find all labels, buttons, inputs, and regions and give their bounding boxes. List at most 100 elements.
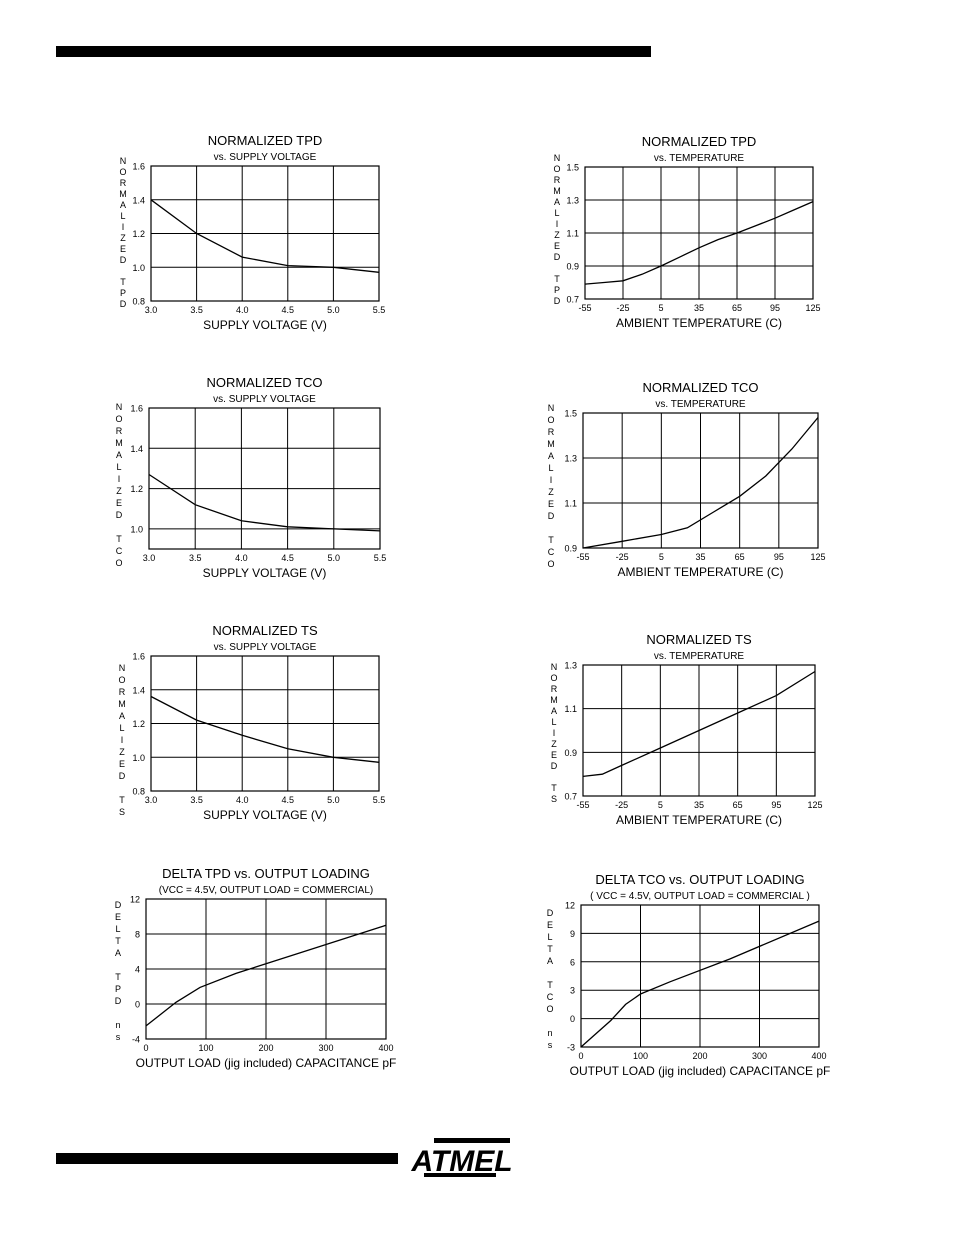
y-tick-label: 1.3	[564, 454, 577, 464]
chart-title: DELTA TPD vs. OUTPUT LOADING	[162, 866, 370, 881]
y-tick-label: 1.2	[132, 719, 145, 729]
y-axis-label-letter: D	[548, 511, 555, 521]
y-tick-label: 1.4	[132, 685, 145, 695]
y-tick-label: 1.0	[130, 524, 143, 534]
x-tick-label: 4.5	[282, 305, 295, 315]
y-axis-label-letter: D	[115, 996, 122, 1006]
y-axis-label-letter: D	[551, 761, 558, 771]
y-axis-label-letter: O	[115, 558, 122, 568]
y-axis-label-letter: L	[554, 208, 559, 218]
x-tick-label: 400	[378, 1043, 393, 1053]
y-axis-label-letter: R	[116, 426, 123, 436]
x-axis-label: AMBIENT TEMPERATURE (C)	[616, 316, 782, 330]
x-axis-label: SUPPLY VOLTAGE (V)	[203, 318, 327, 332]
y-axis-label-letter: O	[547, 415, 554, 425]
y-axis-label-letter: O	[550, 673, 557, 683]
footer-rule	[56, 1153, 398, 1164]
x-tick-label: -25	[616, 303, 629, 313]
series-line	[580, 920, 820, 1048]
chart-subtitle: vs. SUPPLY VOLTAGE	[213, 394, 316, 405]
y-axis-label-letter: A	[547, 956, 553, 966]
y-tick-label: 1.5	[566, 163, 579, 173]
y-axis-label-letter: T	[119, 795, 125, 805]
plot-frame	[584, 166, 814, 300]
y-tick-label: 1.0	[132, 263, 145, 273]
x-tick-label: 5	[658, 303, 663, 313]
chart-title: DELTA TCO vs. OUTPUT LOADING	[595, 872, 804, 887]
y-axis-label-letter: O	[115, 414, 122, 424]
x-tick-label: -55	[578, 303, 591, 313]
y-axis-label-letter: C	[548, 547, 555, 557]
series-line	[150, 199, 380, 273]
x-tick-label: 5.0	[327, 305, 340, 315]
y-axis-label-letter: P	[120, 288, 126, 298]
y-tick-label: 1.2	[130, 484, 143, 494]
x-axis-label: AMBIENT TEMPERATURE (C)	[616, 813, 782, 827]
x-tick-label: 5.0	[327, 795, 340, 805]
x-tick-label: 200	[692, 1051, 707, 1061]
y-axis-label-letter: L	[548, 463, 553, 473]
y-tick-label: 3	[570, 986, 575, 996]
y-axis-label-letter: N	[551, 662, 558, 672]
chart-title: NORMALIZED TS	[212, 623, 318, 638]
y-tick-label: 0	[570, 1014, 575, 1024]
y-axis-label-letter: A	[120, 200, 126, 210]
y-tick-label: 0.9	[564, 544, 577, 554]
y-axis-label-letter: N	[548, 403, 555, 413]
y-tick-label: 1.3	[566, 196, 579, 206]
y-axis-label-letter: D	[120, 299, 127, 309]
plot-frame	[145, 898, 387, 1040]
y-axis-label-letter: T	[554, 274, 560, 284]
x-tick-label: 3.0	[143, 553, 156, 563]
x-tick-label: -25	[616, 552, 629, 562]
x-tick-label: 5	[658, 800, 663, 810]
y-axis-label-letter: S	[551, 794, 557, 804]
y-axis-label-letter: D	[119, 771, 126, 781]
y-axis-label-letter: C	[116, 546, 123, 556]
chart-subtitle: vs. TEMPERATURE	[654, 153, 745, 164]
chart-title: NORMALIZED TPD	[642, 134, 757, 149]
y-tick-label: 0.8	[132, 297, 145, 307]
atmel-logo: ATMEL	[410, 1138, 512, 1178]
x-tick-label: 65	[733, 800, 743, 810]
x-tick-label: 5.5	[374, 553, 387, 563]
y-axis-label-letter: M	[553, 186, 561, 196]
y-axis-label-letter: C	[547, 992, 554, 1002]
y-axis-label-letter: A	[116, 450, 122, 460]
y-tick-label: 1.6	[132, 652, 145, 662]
y-axis-label-letter: I	[121, 735, 124, 745]
y-axis-label-letter: P	[115, 984, 121, 994]
plot-frame	[148, 407, 381, 550]
x-tick-label: -25	[615, 800, 628, 810]
y-axis-label-letter: E	[115, 912, 121, 922]
y-tick-label: 1.4	[132, 195, 145, 205]
y-tick-label: 0.7	[566, 295, 579, 305]
y-axis-label-letter: T	[547, 944, 553, 954]
y-axis-label-letter: O	[553, 164, 560, 174]
x-tick-label: 125	[810, 552, 825, 562]
x-tick-label: 200	[258, 1043, 273, 1053]
y-axis-label-letter: M	[118, 699, 126, 709]
y-axis-label-letter: D	[120, 255, 127, 265]
chart-title: NORMALIZED TPD	[208, 133, 323, 148]
y-axis-label-letter: N	[119, 663, 126, 673]
y-axis-label-letter: E	[551, 750, 557, 760]
chart-subtitle: vs. TEMPERATURE	[655, 399, 746, 410]
x-tick-label: 0	[578, 1051, 583, 1061]
y-axis-label-letter: R	[554, 175, 561, 185]
x-tick-label: 65	[732, 303, 742, 313]
y-tick-label: 0	[135, 1000, 140, 1010]
x-tick-label: 125	[805, 303, 820, 313]
y-axis-label-letter: Z	[548, 487, 554, 497]
x-tick-label: 300	[318, 1043, 333, 1053]
y-axis-label-letter: A	[551, 706, 557, 716]
x-tick-label: 65	[735, 552, 745, 562]
x-tick-label: 5.5	[373, 305, 386, 315]
x-tick-label: 0	[143, 1043, 148, 1053]
x-tick-label: 400	[811, 1051, 826, 1061]
x-tick-label: 35	[694, 800, 704, 810]
y-axis-label-letter: I	[553, 728, 556, 738]
